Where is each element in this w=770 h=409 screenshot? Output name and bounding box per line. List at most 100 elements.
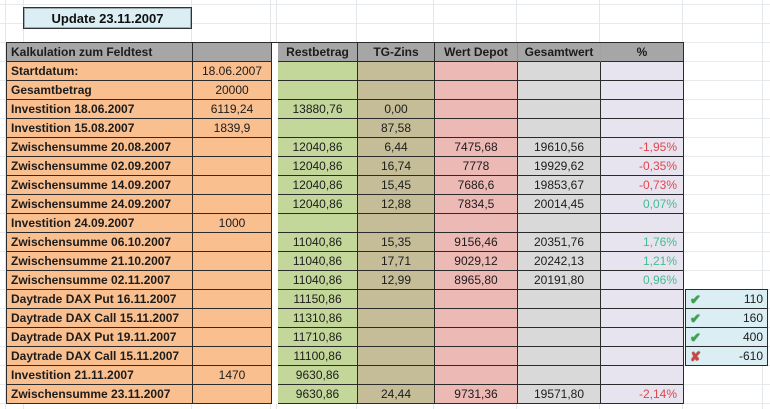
cell-tg-zins[interactable]: 24,44 bbox=[358, 385, 435, 404]
cell-wert-depot[interactable]: 9029,12 bbox=[435, 252, 518, 271]
cell-tg-zins[interactable]: 87,58 bbox=[358, 119, 435, 138]
cell-gesamtwert[interactable] bbox=[518, 62, 601, 81]
cell-percent[interactable] bbox=[601, 119, 684, 138]
cell-gesamtwert[interactable] bbox=[518, 214, 601, 233]
cell-restbetrag[interactable]: 13880,76 bbox=[278, 100, 358, 119]
cell-restbetrag[interactable] bbox=[278, 214, 358, 233]
cell-amount[interactable] bbox=[193, 195, 272, 214]
cell-wert-depot[interactable] bbox=[435, 119, 518, 138]
cell-amount[interactable]: 1470 bbox=[193, 366, 272, 385]
cell-label[interactable]: Zwischensumme 02.11.2007 bbox=[7, 271, 193, 290]
cell-restbetrag[interactable]: 9630,86 bbox=[278, 385, 358, 404]
cell-label[interactable]: Zwischensumme 06.10.2007 bbox=[7, 233, 193, 252]
cell-restbetrag[interactable]: 11710,86 bbox=[278, 328, 358, 347]
cell-wert-depot[interactable] bbox=[435, 328, 518, 347]
column-header-gesamtwert[interactable]: Gesamtwert bbox=[518, 43, 601, 62]
cell-label[interactable]: Zwischensumme 20.08.2007 bbox=[7, 138, 193, 157]
cell-wert-depot[interactable]: 7686,6 bbox=[435, 176, 518, 195]
cell-tg-zins[interactable]: 12,99 bbox=[358, 271, 435, 290]
cell-gesamtwert[interactable] bbox=[518, 328, 601, 347]
cell-restbetrag[interactable]: 11040,86 bbox=[278, 252, 358, 271]
cell-percent[interactable] bbox=[601, 366, 684, 385]
cell-wert-depot[interactable]: 7778 bbox=[435, 157, 518, 176]
cell-tg-zins[interactable]: 16,74 bbox=[358, 157, 435, 176]
cell-percent[interactable] bbox=[601, 100, 684, 119]
cell-wert-depot[interactable] bbox=[435, 366, 518, 385]
cell-tg-zins[interactable] bbox=[358, 214, 435, 233]
cell-amount[interactable] bbox=[193, 252, 272, 271]
cell-amount[interactable] bbox=[193, 328, 272, 347]
cell-label[interactable]: Investition 24.09.2007 bbox=[7, 214, 193, 233]
cell-amount[interactable] bbox=[193, 138, 272, 157]
cell-wert-depot[interactable]: 7834,5 bbox=[435, 195, 518, 214]
cell-amount[interactable]: 1000 bbox=[193, 214, 272, 233]
column-header-restbetrag[interactable]: Restbetrag bbox=[278, 43, 358, 62]
cell-wert-depot[interactable]: 7475,68 bbox=[435, 138, 518, 157]
cell-wert-depot[interactable] bbox=[435, 290, 518, 309]
cell-percent[interactable]: -2,14% bbox=[601, 385, 684, 404]
cell-gesamtwert[interactable]: 20242,13 bbox=[518, 252, 601, 271]
cell-restbetrag[interactable]: 12040,86 bbox=[278, 176, 358, 195]
cell-wert-depot[interactable]: 9731,36 bbox=[435, 385, 518, 404]
cell-amount[interactable] bbox=[193, 290, 272, 309]
update-title-cell[interactable]: Update 23.11.2007 bbox=[23, 7, 192, 29]
cell-gesamtwert[interactable] bbox=[518, 100, 601, 119]
cell-percent[interactable]: 0,07% bbox=[601, 195, 684, 214]
cell-wert-depot[interactable]: 9156,46 bbox=[435, 233, 518, 252]
cell-label[interactable]: Zwischensumme 14.09.2007 bbox=[7, 176, 193, 195]
cell-restbetrag[interactable] bbox=[278, 62, 358, 81]
trade-result-cell[interactable]: ✔ 400 bbox=[685, 328, 768, 347]
cell-gesamtwert[interactable]: 20351,76 bbox=[518, 233, 601, 252]
cell-amount[interactable]: 1839,9 bbox=[193, 119, 272, 138]
cell-amount[interactable] bbox=[193, 157, 272, 176]
trade-result-cell[interactable]: ✔ 110 bbox=[685, 290, 768, 309]
cell-gesamtwert[interactable]: 20191,80 bbox=[518, 271, 601, 290]
cell-wert-depot[interactable] bbox=[435, 81, 518, 100]
cell-percent[interactable]: -0,73% bbox=[601, 176, 684, 195]
cell-label[interactable]: Daytrade DAX Put 16.11.2007 bbox=[7, 290, 193, 309]
cell-percent[interactable]: -1,95% bbox=[601, 138, 684, 157]
cell-gesamtwert[interactable] bbox=[518, 290, 601, 309]
table-title-cell[interactable]: Kalkulation zum Feldtest bbox=[7, 43, 193, 62]
cell-label[interactable]: Daytrade DAX Call 15.11.2007 bbox=[7, 309, 193, 328]
cell-label[interactable]: Investition 21.11.2007 bbox=[7, 366, 193, 385]
cell-tg-zins[interactable]: 15,45 bbox=[358, 176, 435, 195]
cell-restbetrag[interactable]: 12040,86 bbox=[278, 157, 358, 176]
cell-label[interactable]: Zwischensumme 02.09.2007 bbox=[7, 157, 193, 176]
cell-restbetrag[interactable] bbox=[278, 81, 358, 100]
cell-tg-zins[interactable]: 0,00 bbox=[358, 100, 435, 119]
cell-label[interactable]: Zwischensumme 24.09.2007 bbox=[7, 195, 193, 214]
cell-restbetrag[interactable]: 12040,86 bbox=[278, 195, 358, 214]
cell-percent[interactable] bbox=[601, 214, 684, 233]
cell-percent[interactable] bbox=[601, 309, 684, 328]
cell-percent[interactable]: 1,76% bbox=[601, 233, 684, 252]
cell-percent[interactable]: 1,21% bbox=[601, 252, 684, 271]
trade-result-cell[interactable]: ✔ 160 bbox=[685, 309, 768, 328]
cell-tg-zins[interactable]: 15,35 bbox=[358, 233, 435, 252]
cell-label[interactable]: Daytrade DAX Call 15.11.2007 bbox=[7, 347, 193, 366]
cell-tg-zins[interactable] bbox=[358, 62, 435, 81]
column-header-percent[interactable]: % bbox=[601, 43, 684, 62]
cell-tg-zins[interactable]: 12,88 bbox=[358, 195, 435, 214]
cell-percent[interactable]: -0,35% bbox=[601, 157, 684, 176]
cell-label[interactable]: Investition 15.08.2007 bbox=[7, 119, 193, 138]
cell-restbetrag[interactable]: 11310,86 bbox=[278, 309, 358, 328]
column-header-wert-depot[interactable]: Wert Depot bbox=[435, 43, 518, 62]
cell-tg-zins[interactable] bbox=[358, 347, 435, 366]
cell-percent[interactable] bbox=[601, 347, 684, 366]
cell-gesamtwert[interactable] bbox=[518, 81, 601, 100]
cell-label[interactable]: Zwischensumme 23.11.2007 bbox=[7, 385, 193, 404]
cell-restbetrag[interactable]: 12040,86 bbox=[278, 138, 358, 157]
cell-wert-depot[interactable] bbox=[435, 214, 518, 233]
cell-gesamtwert[interactable] bbox=[518, 119, 601, 138]
cell-wert-depot[interactable] bbox=[435, 309, 518, 328]
cell-wert-depot[interactable] bbox=[435, 347, 518, 366]
cell-amount[interactable] bbox=[193, 347, 272, 366]
cell-gesamtwert[interactable] bbox=[518, 309, 601, 328]
cell-restbetrag[interactable] bbox=[278, 119, 358, 138]
cell-tg-zins[interactable]: 17,71 bbox=[358, 252, 435, 271]
cell-amount[interactable]: 18.06.2007 bbox=[193, 62, 272, 81]
cell-wert-depot[interactable]: 8965,80 bbox=[435, 271, 518, 290]
cell-gesamtwert[interactable] bbox=[518, 366, 601, 385]
header-amount-cell[interactable] bbox=[193, 43, 272, 62]
